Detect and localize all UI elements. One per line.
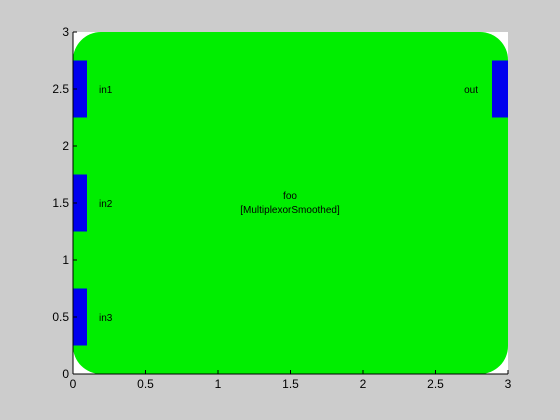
x-tick-label: 3	[505, 377, 512, 391]
block-body	[73, 32, 508, 374]
y-tick-label: 2.5	[52, 82, 69, 96]
input-port-label-2: in2	[99, 199, 113, 210]
x-tick-label: 1	[215, 377, 222, 391]
y-tick-label: 1	[62, 253, 69, 267]
block-type-label: [MultiplexorSmoothed]	[240, 205, 340, 216]
input-port-2	[73, 174, 87, 232]
y-tick-label: 3	[62, 25, 69, 39]
input-port-label-3: in3	[99, 313, 113, 324]
input-port-1	[73, 60, 87, 118]
y-tick-label: 1.5	[52, 196, 69, 210]
y-tick-label: 0	[62, 367, 69, 381]
input-port-3	[73, 288, 87, 346]
block-name-label: foo	[283, 191, 297, 202]
x-tick-label: 0.5	[137, 377, 154, 391]
x-tick-label: 0	[70, 377, 77, 391]
input-port-label-1: in1	[99, 85, 113, 96]
axis-ticks: 0 0.5 1 1.5 2 2.5 3 0 0.5 1 1.5 2 2.5 3	[52, 25, 511, 391]
output-port-1	[492, 60, 508, 118]
multiplexor-block: foo [MultiplexorSmoothed]	[73, 32, 508, 374]
x-tick-label: 2	[360, 377, 367, 391]
x-tick-label: 1.5	[282, 377, 299, 391]
y-tick-label: 0.5	[52, 310, 69, 324]
output-port-label-1: out	[464, 85, 478, 96]
y-tick-label: 2	[62, 139, 69, 153]
x-tick-label: 2.5	[427, 377, 444, 391]
block-ports: in1 in2 in3 out	[73, 60, 508, 346]
